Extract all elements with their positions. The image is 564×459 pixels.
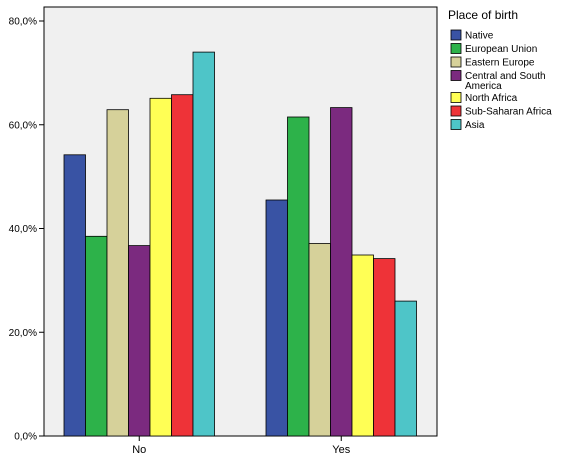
- bar-yes-central-and-south-america: [330, 107, 353, 437]
- x-category-label: No: [132, 444, 146, 456]
- y-axis: 0,0% 20,0% 40,0% 60,0% 80,0%: [9, 17, 44, 443]
- x-category-label: Yes: [332, 444, 350, 456]
- legend-label: Asia: [465, 120, 485, 131]
- y-tick-label: 0,0%: [14, 432, 37, 443]
- legend-title: Place of birth: [448, 8, 518, 22]
- legend-swatch: [450, 70, 462, 81]
- bar-yes-native: [265, 199, 288, 437]
- legend-swatch: [450, 92, 462, 103]
- y-tick-label: 20,0%: [9, 328, 37, 339]
- legend-swatch: [450, 29, 462, 41]
- bar-no-asia: [192, 51, 215, 437]
- legend-swatch: [450, 119, 462, 130]
- y-tick-label: 40,0%: [9, 224, 37, 235]
- legend-label: Central and South: [465, 71, 546, 82]
- y-tick-label: 80,0%: [9, 17, 37, 28]
- bar-no-north-africa: [149, 97, 172, 437]
- legend-label: North Africa: [465, 93, 518, 104]
- bar-no-native: [63, 154, 86, 437]
- legend-label: America: [465, 81, 502, 92]
- bar-no-european-union: [85, 235, 108, 437]
- legend-swatch: [450, 56, 462, 68]
- bar-no-eastern-europe: [106, 109, 129, 437]
- legend-label: Eastern Europe: [465, 58, 535, 69]
- bar-yes-european-union: [287, 116, 310, 437]
- legend: Place of birth Native European Union Easte…: [448, 8, 552, 131]
- bar-yes-asia: [394, 300, 417, 437]
- legend-label: Native: [465, 31, 494, 42]
- legend-swatch: [450, 105, 462, 117]
- bar-no-central-and-south-america: [128, 245, 151, 437]
- legend-swatch: [450, 43, 462, 54]
- bar-yes-sub-saharan-africa: [373, 258, 396, 437]
- legend-label: Sub-Saharan Africa: [465, 107, 552, 118]
- bars-group: [63, 51, 417, 437]
- bar-yes-eastern-europe: [308, 243, 331, 437]
- legend-label: European Union: [465, 44, 537, 55]
- bar-yes-north-africa: [351, 254, 374, 437]
- y-tick-label: 60,0%: [9, 120, 37, 131]
- bar-no-sub-saharan-africa: [171, 94, 194, 437]
- x-axis: No Yes: [132, 436, 351, 456]
